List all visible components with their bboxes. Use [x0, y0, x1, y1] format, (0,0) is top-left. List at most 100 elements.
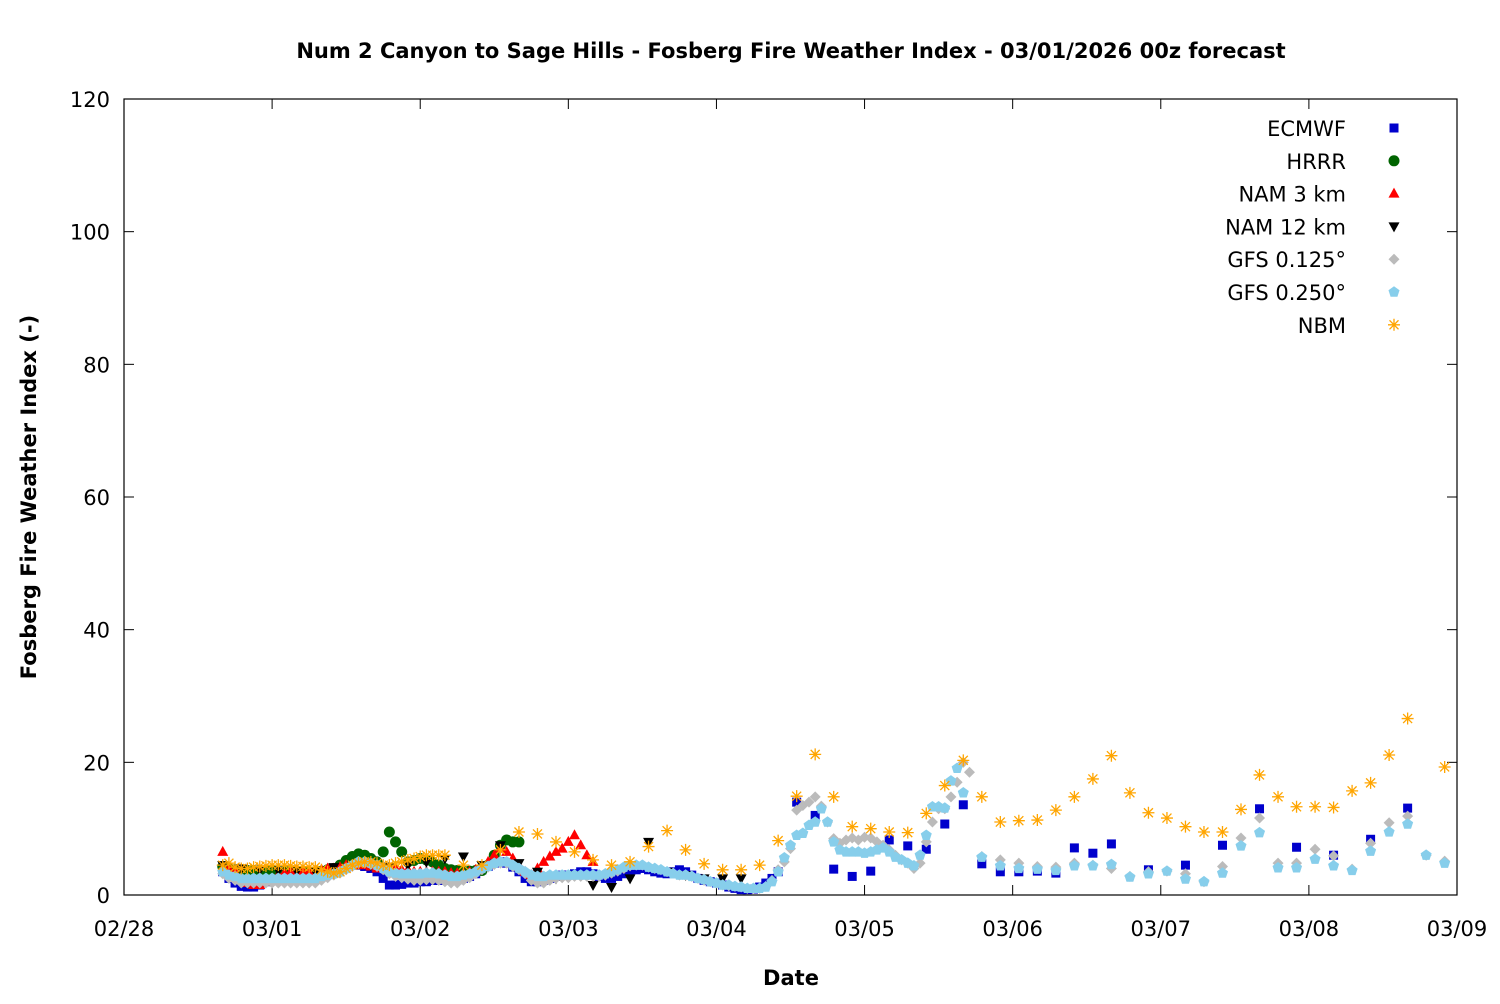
nam-12-km-point	[624, 874, 636, 885]
nbm-point	[414, 850, 427, 863]
nbm-point	[716, 863, 729, 876]
legend-marker-gfs-0-125	[1388, 253, 1400, 265]
nbm-point	[1383, 749, 1396, 762]
ecmwf-point	[1106, 839, 1116, 849]
ecmwf-point	[995, 867, 1005, 877]
nbm-point	[315, 863, 328, 876]
gfs-0-250-point	[1124, 871, 1136, 882]
nbm-point	[371, 857, 384, 870]
gfs-0-250-point	[772, 865, 784, 877]
gfs-0-250-point	[1161, 865, 1173, 876]
gfs-0-250-point	[920, 829, 932, 840]
ecmwf-point	[391, 880, 401, 890]
gfs-0-250-point	[778, 852, 790, 863]
ecmwf-point	[829, 864, 839, 874]
nam-3-km-point	[556, 842, 568, 853]
gfs-0-250-point	[828, 836, 840, 847]
x-tick-label: 03/01	[242, 917, 303, 941]
nbm-point	[340, 862, 353, 875]
ecmwf-point	[940, 819, 950, 829]
gfs-0-125-point	[859, 831, 871, 843]
ecmwf-point	[1088, 848, 1098, 858]
nbm-point	[1086, 772, 1099, 785]
nbm-point	[309, 861, 322, 874]
nbm-point	[920, 807, 933, 820]
nbm-point	[1160, 812, 1173, 825]
gfs-0-250-point	[957, 787, 969, 798]
nbm-point	[401, 853, 414, 866]
nbm-point	[790, 790, 803, 803]
nbm-point	[432, 849, 445, 862]
legend-marker-nbm	[1388, 318, 1400, 331]
gfs-0-250-point	[1179, 873, 1191, 884]
ecmwf-point	[625, 867, 635, 877]
nbm-point	[624, 855, 637, 868]
gfs-0-250-point	[797, 827, 809, 839]
nbm-point	[253, 860, 266, 873]
legend-marker-nam-12-km	[1388, 222, 1400, 233]
nam-3-km-point	[538, 855, 550, 866]
nbm-point	[1364, 776, 1377, 789]
x-tick-label: 03/05	[834, 917, 895, 941]
ecmwf-point	[977, 859, 987, 869]
gfs-0-250-point	[1328, 860, 1340, 871]
nam-3-km-point	[544, 850, 556, 861]
nbm-point	[259, 859, 272, 872]
nbm-point	[568, 845, 581, 858]
x-tick-label: 03/07	[1131, 917, 1192, 941]
gfs-0-250-point	[939, 802, 951, 813]
y-tick-label: 80	[83, 353, 110, 377]
gfs-0-250-point	[1420, 849, 1432, 860]
nbm-point	[531, 827, 544, 840]
gfs-0-125-point	[1383, 817, 1395, 829]
gfs-0-250-point	[1068, 860, 1080, 871]
nbm-point	[229, 861, 242, 874]
nbm-point	[994, 816, 1007, 829]
legend-marker-gfs-0-250	[1388, 286, 1400, 297]
plot-frame	[123, 98, 1458, 896]
nam-12-km-point	[402, 861, 414, 872]
gfs-0-125-point	[1328, 850, 1340, 862]
nbm-point	[438, 849, 451, 862]
nbm-point	[1123, 786, 1136, 799]
nbm-point	[661, 824, 674, 837]
hrrr-point	[396, 846, 408, 858]
nbm-point	[346, 859, 359, 872]
gfs-0-250-point	[914, 849, 926, 860]
legend-marker-nam-3-km	[1388, 187, 1400, 198]
ecmwf-point	[884, 835, 894, 845]
ecmwf-point	[1069, 843, 1079, 853]
nbm-point	[846, 820, 859, 833]
ecmwf-point	[397, 879, 407, 889]
gfs-0-250-point	[1346, 864, 1358, 876]
gfs-0-125-point	[945, 791, 957, 803]
gfs-0-250-point	[908, 860, 920, 871]
legend-label-nam-12-km: NAM 12 km	[1225, 215, 1346, 239]
nam-12-km-point	[735, 874, 747, 885]
gfs-0-250-point	[784, 839, 797, 850]
gfs-0-250-point	[1235, 840, 1247, 851]
hrrr-point	[377, 846, 389, 858]
nbm-point	[377, 859, 390, 872]
x-tick-label: 03/02	[390, 917, 451, 941]
ecmwf-point	[866, 866, 876, 876]
nbm-point	[364, 855, 377, 868]
nbm-point	[698, 857, 711, 870]
y-tick-label: 60	[83, 486, 110, 510]
nbm-point	[1438, 760, 1451, 773]
gfs-0-250-point	[766, 875, 778, 887]
nbm-point	[605, 859, 618, 872]
x-tick-label: 03/08	[1279, 917, 1340, 941]
nbm-point	[642, 840, 655, 853]
y-tick-label: 40	[83, 619, 110, 643]
ecmwf-point	[1180, 860, 1190, 870]
gfs-0-250-point	[1105, 858, 1117, 870]
legend-label-hrrr: HRRR	[1286, 150, 1346, 174]
nbm-point	[1327, 801, 1340, 814]
nbm-point	[272, 859, 285, 872]
nbm-point	[395, 855, 408, 868]
gfs-0-125-point	[1254, 812, 1266, 824]
nbm-point	[1309, 800, 1322, 813]
nbm-point	[1253, 768, 1266, 781]
y-axis-label: Fosberg Fire Weather Index (-)	[17, 315, 41, 679]
